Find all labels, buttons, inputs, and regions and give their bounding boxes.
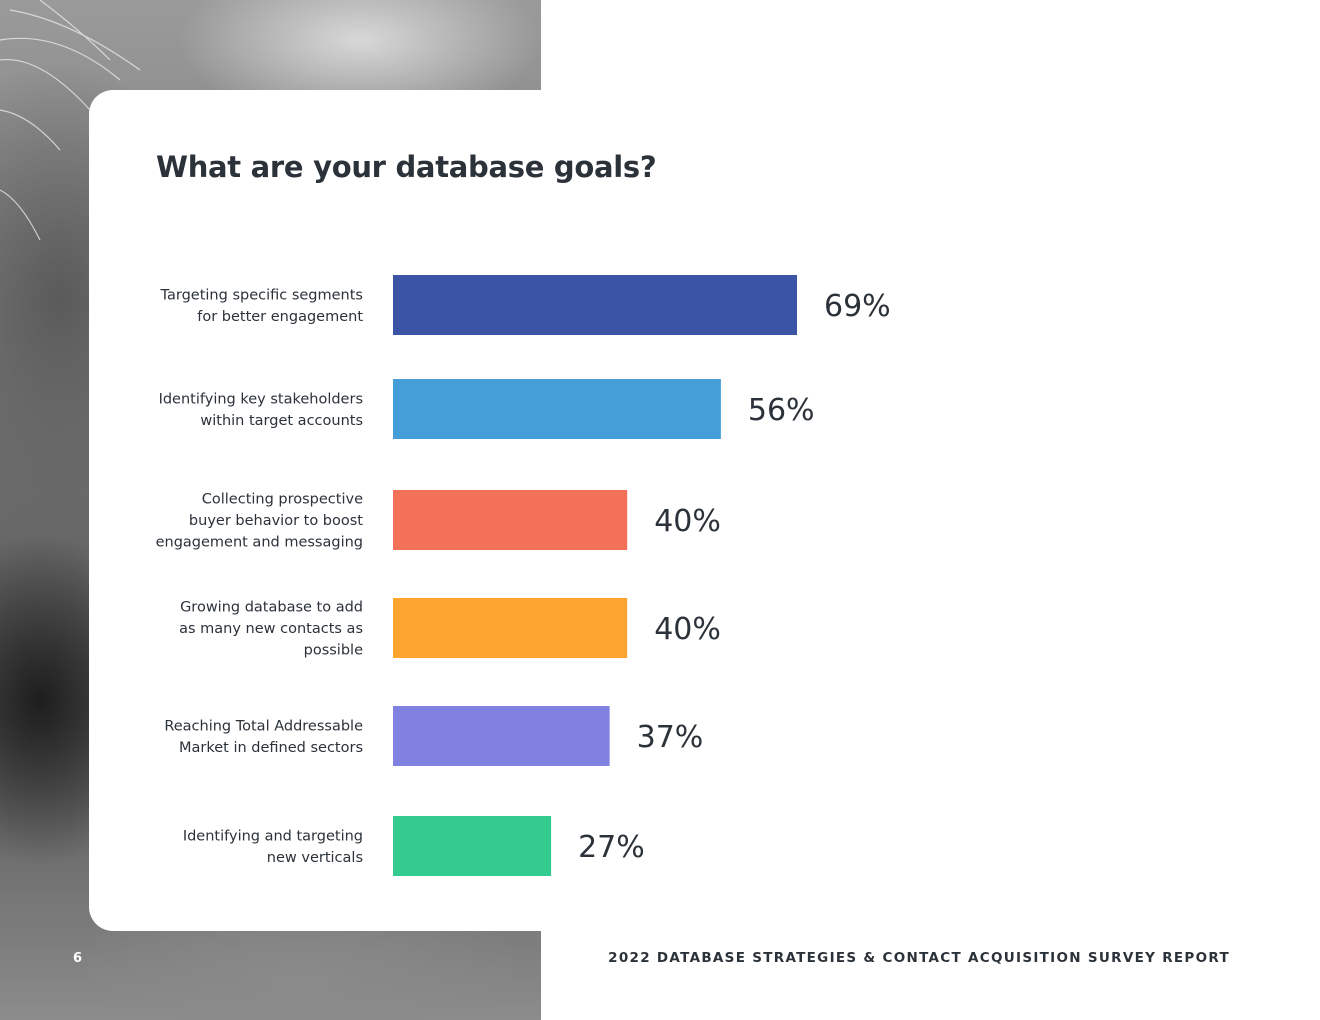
page-number: 6 [73,951,83,966]
chart-card [89,90,1320,931]
chart-title: What are your database goals? [156,150,657,184]
whisker-lines [0,0,141,241]
report-title: 2022 DATABASE STRATEGIES & CONTACT ACQUI… [608,950,1230,966]
